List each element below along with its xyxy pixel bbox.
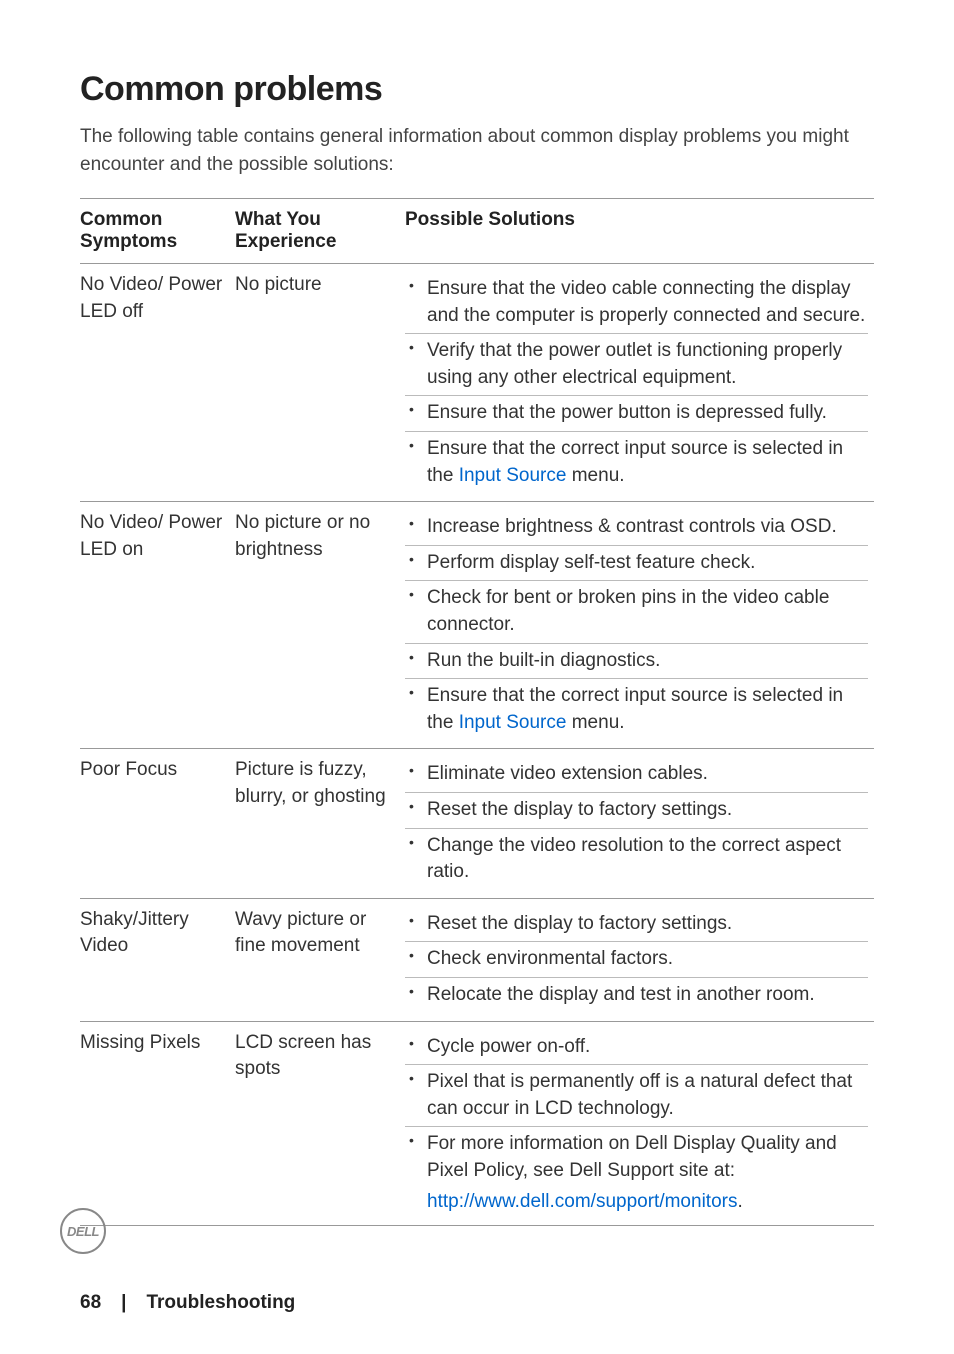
solutions-list: Eliminate video extension cables.Reset t…: [405, 757, 868, 889]
dell-badge: DELL: [60, 1208, 106, 1254]
input-source-link[interactable]: Input Source: [459, 712, 567, 733]
solution-item: Increase brightness & contrast controls …: [405, 510, 868, 546]
solutions-cell: Ensure that the video cable connecting t…: [405, 264, 874, 502]
table-row: No Video/ Power LED onNo picture or no b…: [80, 502, 874, 749]
solution-item: Change the video resolution to the corre…: [405, 829, 868, 890]
page-footer: 68 | Troubleshooting: [80, 1292, 295, 1314]
table-row: No Video/ Power LED offNo pictureEnsure …: [80, 264, 874, 502]
page-heading: Common problems: [80, 70, 874, 109]
solution-item: Reset the display to factory settings.: [405, 793, 868, 829]
solutions-list: Ensure that the video cable connecting t…: [405, 272, 868, 493]
solutions-list: Increase brightness & contrast controls …: [405, 510, 868, 740]
symptom-cell: No Video/ Power LED on: [80, 502, 235, 749]
trailing-link-row: http://www.dell.com/support/monitors.: [405, 1189, 868, 1217]
table-row: Missing PixelsLCD screen has spotsCycle …: [80, 1021, 874, 1225]
experience-cell: No picture or no brightness: [235, 502, 405, 749]
solution-item: Ensure that the power button is depresse…: [405, 396, 868, 432]
experience-cell: LCD screen has spots: [235, 1021, 405, 1225]
solutions-cell: Reset the display to factory settings.Ch…: [405, 898, 874, 1021]
solution-item: Relocate the display and test in another…: [405, 978, 868, 1013]
solution-item: Eliminate video extension cables.: [405, 757, 868, 793]
col-header-symptoms: Common Symptoms: [80, 199, 235, 264]
solution-item: For more information on Dell Display Qua…: [405, 1127, 868, 1188]
solution-item: Verify that the power outlet is function…: [405, 334, 868, 396]
page-number: 68: [80, 1292, 101, 1314]
symptom-cell: Poor Focus: [80, 749, 235, 898]
footer-separator: |: [121, 1292, 126, 1314]
solution-item: Check environmental factors.: [405, 942, 868, 978]
symptom-cell: No Video/ Power LED off: [80, 264, 235, 502]
experience-cell: Picture is fuzzy, blurry, or ghosting: [235, 749, 405, 898]
footer-section: Troubleshooting: [146, 1292, 295, 1314]
trailing-post: .: [737, 1191, 742, 1212]
solutions-cell: Eliminate video extension cables.Reset t…: [405, 749, 874, 898]
solution-text-post: menu.: [566, 712, 624, 733]
symptom-cell: Shaky/Jittery Video: [80, 898, 235, 1021]
solution-item: Pixel that is permanently off is a natur…: [405, 1065, 868, 1127]
solution-item: Cycle power on-off.: [405, 1030, 868, 1066]
input-source-link[interactable]: Input Source: [459, 465, 567, 486]
solution-item: Ensure that the correct input source is …: [405, 679, 868, 740]
solution-item: Ensure that the correct input source is …: [405, 432, 868, 493]
support-url-link[interactable]: http://www.dell.com/support/monitors: [427, 1191, 737, 1212]
table-row: Shaky/Jittery VideoWavy picture or fine …: [80, 898, 874, 1021]
solution-item: Reset the display to factory settings.: [405, 907, 868, 943]
table-row: Poor FocusPicture is fuzzy, blurry, or g…: [80, 749, 874, 898]
solutions-cell: Increase brightness & contrast controls …: [405, 502, 874, 749]
solution-item: Run the built-in diagnostics.: [405, 644, 868, 680]
experience-cell: No picture: [235, 264, 405, 502]
solution-item: Check for bent or broken pins in the vid…: [405, 581, 868, 643]
symptom-cell: Missing Pixels: [80, 1021, 235, 1225]
solutions-list: Cycle power on-off.Pixel that is permane…: [405, 1030, 868, 1189]
problems-table: Common Symptoms What You Experience Poss…: [80, 198, 874, 1225]
solutions-cell: Cycle power on-off.Pixel that is permane…: [405, 1021, 874, 1225]
col-header-solutions: Possible Solutions: [405, 199, 874, 264]
solution-item: Ensure that the video cable connecting t…: [405, 272, 868, 334]
solutions-list: Reset the display to factory settings.Ch…: [405, 907, 868, 1013]
solution-item: Perform display self-test feature check.: [405, 546, 868, 582]
solution-text-post: menu.: [566, 465, 624, 486]
col-header-experience: What You Experience: [235, 199, 405, 264]
intro-text: The following table contains general inf…: [80, 123, 874, 178]
experience-cell: Wavy picture or fine movement: [235, 898, 405, 1021]
